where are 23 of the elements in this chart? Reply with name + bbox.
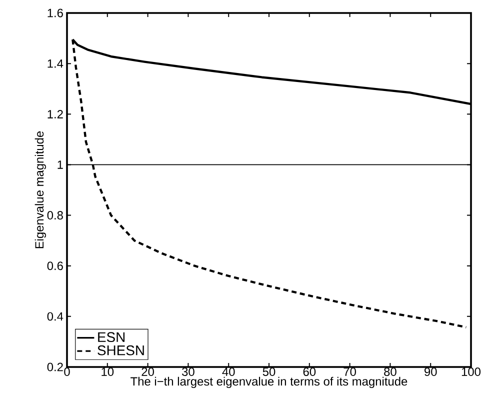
y-axis-title: Eigenvalue magnitude bbox=[34, 131, 46, 248]
x-tick-label: 100 bbox=[462, 368, 481, 376]
x-tick-label: 60 bbox=[303, 368, 316, 376]
y-tick-label: 1.4 bbox=[48, 59, 64, 68]
x-tick-label: 40 bbox=[222, 368, 235, 376]
x-tick-label: 90 bbox=[424, 368, 437, 376]
legend-label: SHESN bbox=[98, 345, 144, 356]
x-tick-label: 20 bbox=[142, 368, 154, 376]
y-tick-label: 1.6 bbox=[48, 8, 63, 18]
y-tick-label: 0.6 bbox=[47, 262, 63, 270]
legend-label: ESN bbox=[98, 332, 125, 342]
y-tick-label: 1.2 bbox=[48, 110, 63, 118]
x-tick-label: 80 bbox=[384, 368, 396, 376]
y-tick-label: 1 bbox=[58, 160, 63, 169]
x-tick-label: 0 bbox=[64, 368, 70, 376]
x-tick-label: 30 bbox=[182, 368, 194, 376]
y-tick-label: 0.8 bbox=[47, 211, 63, 220]
x-tick-label: 70 bbox=[344, 368, 356, 376]
x-tick-label: 10 bbox=[102, 368, 114, 376]
y-tick-label: 0.4 bbox=[47, 312, 64, 321]
x-tick-label: 50 bbox=[262, 368, 276, 376]
y-tick-label: 0.2 bbox=[47, 362, 63, 372]
x-axis-title: The i−th largest eigenvalue in terms of its magnitude bbox=[130, 376, 408, 388]
